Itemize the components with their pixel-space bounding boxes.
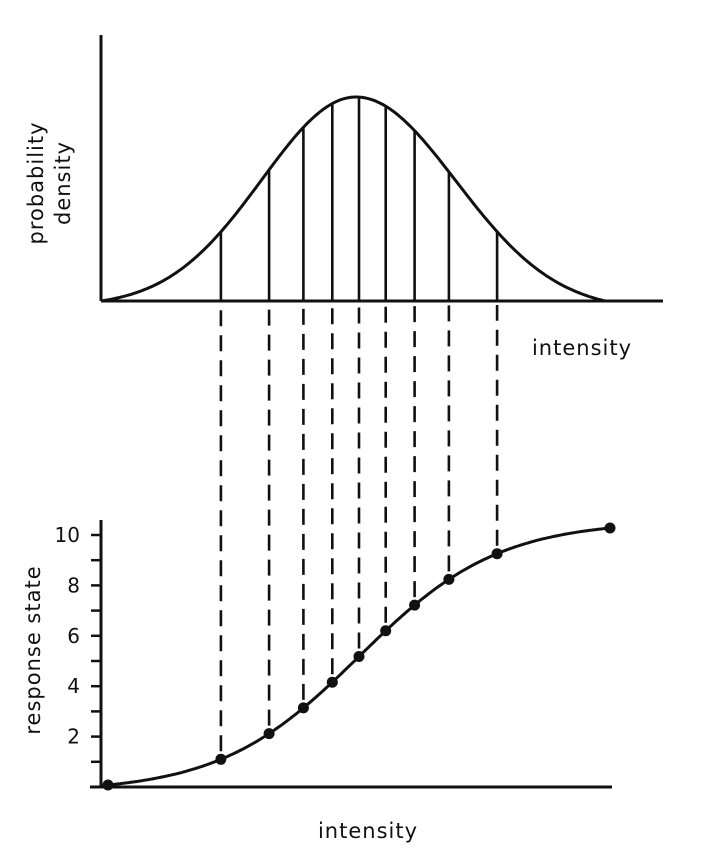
response-points <box>102 522 616 791</box>
density-panel: probability density intensity <box>24 35 663 360</box>
response-point <box>604 522 616 534</box>
response-point <box>297 702 309 714</box>
y-tick-label: 8 <box>67 573 80 597</box>
response-y-label: response state <box>21 565 45 734</box>
response-point <box>443 573 455 585</box>
y-tick-label: 2 <box>67 725 80 749</box>
response-point <box>263 728 275 740</box>
response-point <box>102 779 114 791</box>
response-point <box>491 548 503 560</box>
density-x-label: intensity <box>532 336 632 360</box>
response-point <box>215 753 227 765</box>
response-point <box>380 625 392 637</box>
response-point <box>353 651 365 662</box>
response-panel: 2 4 6 8 10 response state intensity <box>21 520 616 843</box>
density-y-label: probability <box>24 121 48 244</box>
y-tick-label: 10 <box>55 523 80 547</box>
response-x-label: intensity <box>318 819 418 843</box>
projection-lines <box>219 305 499 752</box>
density-slice-lines <box>219 97 499 301</box>
density-curve <box>100 95 606 303</box>
response-point <box>409 599 421 611</box>
y-tick-label: 6 <box>67 624 80 648</box>
density-y-label-line2: density <box>51 141 75 225</box>
response-y-ticks: 2 4 6 8 10 <box>55 523 101 764</box>
y-tick-label: 4 <box>67 674 80 698</box>
response-point <box>326 676 338 688</box>
